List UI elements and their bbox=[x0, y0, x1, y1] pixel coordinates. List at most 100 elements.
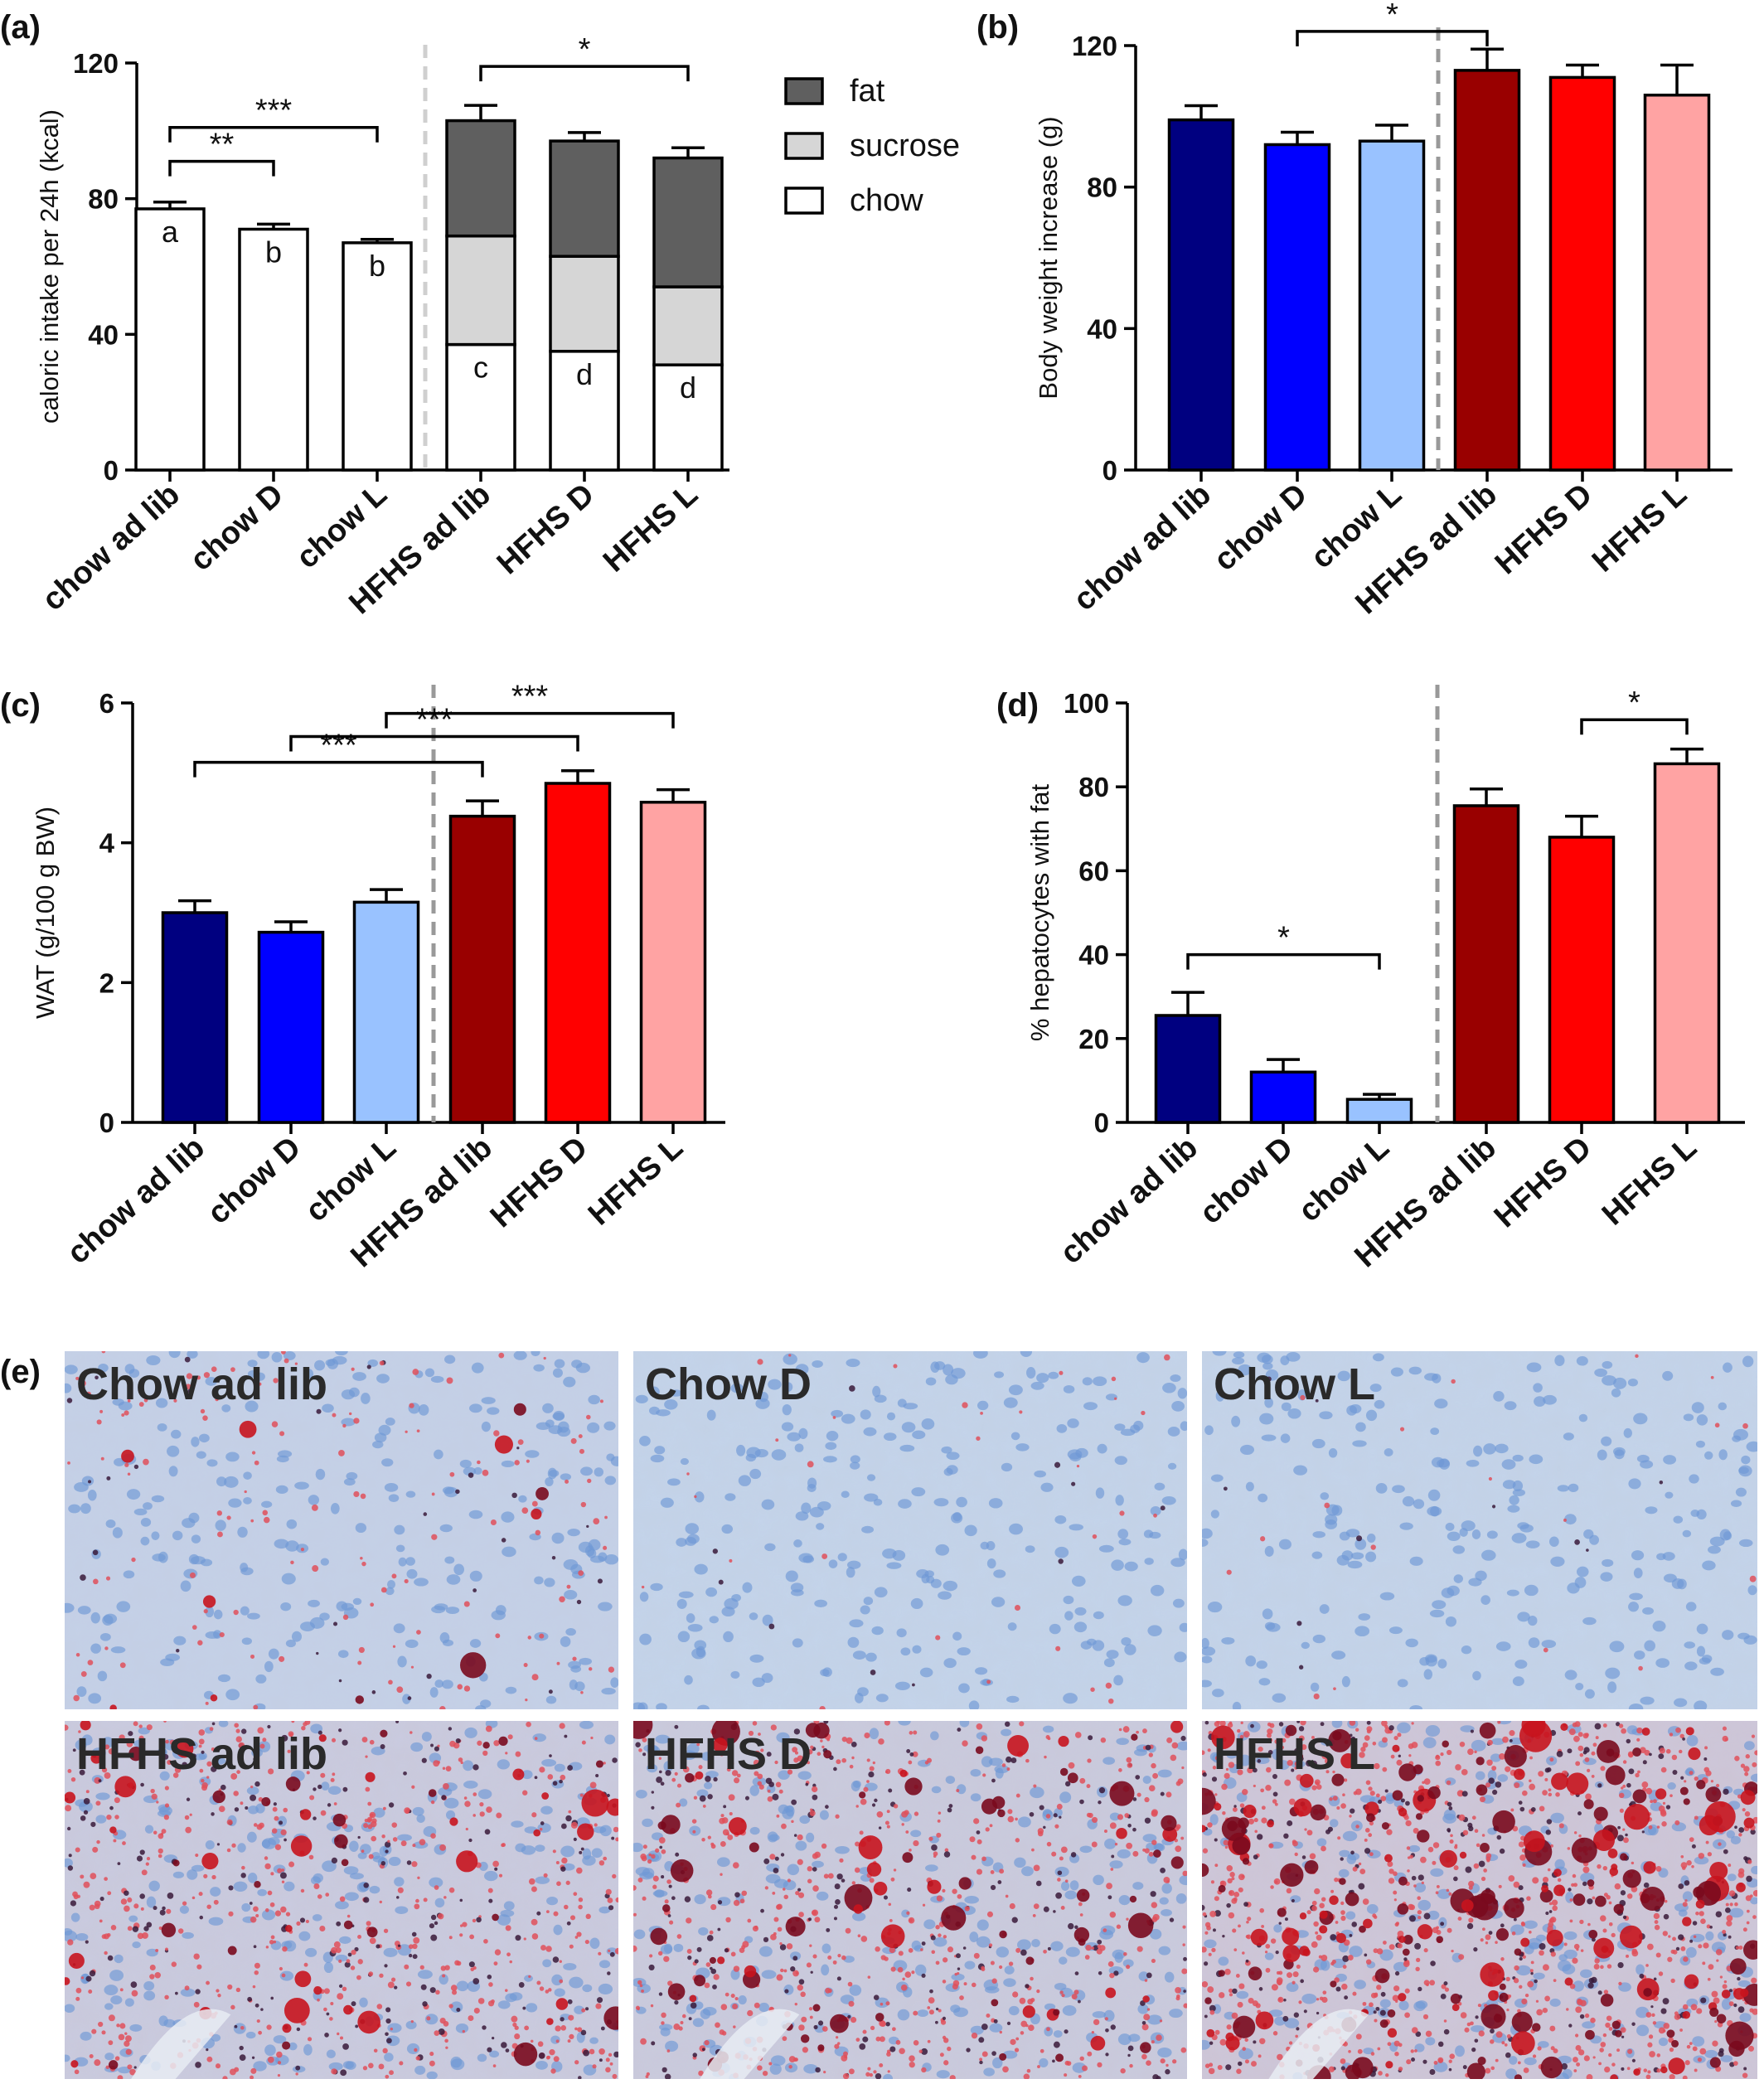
lipid-dot bbox=[715, 2022, 720, 2028]
nucleus bbox=[847, 1636, 860, 1648]
lipid-dot bbox=[1202, 1946, 1207, 1953]
lipid-dot bbox=[1682, 1737, 1685, 1741]
lipid-dot bbox=[506, 1952, 511, 1957]
lipid-dot bbox=[1368, 1833, 1373, 1838]
lipid-dot bbox=[1436, 1884, 1440, 1888]
lipid-dot bbox=[864, 1733, 870, 1739]
nucleus bbox=[394, 1877, 405, 1887]
lipid-dot bbox=[710, 1966, 713, 1970]
lipid-dot bbox=[1418, 1916, 1422, 1920]
lipid-dot bbox=[277, 2061, 282, 2065]
lipid-dot bbox=[1202, 1904, 1205, 1911]
lipid-dot bbox=[559, 1779, 563, 1784]
lipid-dot bbox=[216, 1843, 220, 1846]
nucleus bbox=[1366, 1904, 1379, 1914]
lipid-dot bbox=[1277, 2053, 1283, 2061]
nucleus bbox=[443, 1355, 456, 1364]
lipid-dot bbox=[1404, 2012, 1410, 2019]
lipid-dot bbox=[1283, 1833, 1289, 1839]
lipid-dot bbox=[290, 1753, 295, 1758]
nucleus bbox=[1202, 1539, 1209, 1547]
lipid-dot bbox=[1126, 1842, 1133, 1849]
lipid-dot bbox=[1146, 2060, 1151, 2066]
nucleus bbox=[1124, 1644, 1136, 1655]
lipid-dot bbox=[1250, 1747, 1255, 1752]
nucleus bbox=[1171, 1400, 1185, 1412]
lipid-droplet bbox=[904, 1777, 923, 1796]
lipid-dot bbox=[1376, 1985, 1382, 1990]
lipid-dot bbox=[1663, 1913, 1670, 1920]
lipid-dot bbox=[240, 1873, 246, 1878]
category-label: chow L bbox=[290, 477, 394, 575]
nucleus bbox=[563, 1962, 577, 1970]
panel-label-a: (a) bbox=[0, 9, 41, 46]
nucleus bbox=[1231, 1415, 1241, 1427]
lipid-dot bbox=[269, 1902, 275, 1907]
lipid-dot bbox=[884, 1956, 889, 1961]
lipid-dot bbox=[1518, 1885, 1524, 1891]
nucleus bbox=[102, 1615, 114, 1626]
lipid-dot bbox=[1514, 1965, 1519, 1971]
lipid-dot bbox=[1728, 2001, 1734, 2006]
lipid-dot bbox=[1365, 1959, 1372, 1965]
lipid-dot bbox=[522, 1790, 528, 1796]
significance-bracket bbox=[289, 734, 579, 752]
lipid-dot bbox=[1342, 1955, 1350, 1962]
significance-bracket bbox=[1296, 30, 1489, 46]
lipid-droplet bbox=[65, 1977, 70, 1985]
nucleus bbox=[864, 1493, 879, 1502]
nucleus bbox=[1212, 1351, 1227, 1356]
lipid-dot bbox=[611, 1836, 615, 1840]
lipid-dot bbox=[539, 1986, 545, 1991]
lipid-dot bbox=[342, 1739, 348, 1746]
nucleus bbox=[731, 1593, 741, 1602]
panel-label-b: (b) bbox=[976, 9, 1019, 46]
lipid-dot bbox=[1222, 1811, 1226, 1815]
lipid-dot bbox=[569, 2033, 574, 2040]
lipid-dot bbox=[1226, 1569, 1232, 1575]
lipid-dot bbox=[404, 1964, 410, 1970]
lipid-dot bbox=[333, 1621, 338, 1626]
nucleus bbox=[225, 1452, 240, 1462]
nucleus bbox=[802, 1555, 815, 1563]
lipid-dot bbox=[931, 1844, 938, 1851]
lipid-dot bbox=[351, 2001, 356, 2007]
lipid-dot bbox=[1362, 2001, 1367, 2006]
lipid-dot bbox=[1202, 1772, 1207, 1777]
lipid-droplet bbox=[285, 1776, 301, 1791]
lipid-dot bbox=[255, 1914, 259, 1918]
nucleus bbox=[1264, 1545, 1274, 1557]
nucleus bbox=[1114, 1456, 1127, 1466]
lipid-dot bbox=[640, 2038, 647, 2045]
lipid-dot bbox=[913, 1730, 918, 1735]
nucleus bbox=[557, 1421, 569, 1433]
nucleus bbox=[1172, 1598, 1185, 1608]
lipid-dot bbox=[430, 1743, 434, 1747]
nucleus bbox=[1071, 1575, 1086, 1587]
lipid-dot bbox=[132, 1926, 139, 1932]
lipid-dot bbox=[539, 1827, 543, 1831]
lipid-dot bbox=[1257, 1759, 1262, 1763]
lipid-dot bbox=[254, 1781, 260, 1787]
lipid-dot bbox=[581, 1740, 586, 1745]
nucleus bbox=[90, 1643, 101, 1654]
lipid-dot bbox=[311, 1504, 318, 1511]
lipid-dot bbox=[1689, 1837, 1694, 1842]
nucleus bbox=[1718, 1402, 1728, 1411]
lipid-dot bbox=[1340, 2058, 1346, 2064]
lipid-dot bbox=[1549, 2025, 1556, 2032]
lipid-dot bbox=[65, 1805, 72, 1812]
nucleus bbox=[253, 2061, 267, 2072]
lipid-dot bbox=[1183, 1956, 1187, 1961]
lipid-dot bbox=[704, 1982, 710, 1989]
lipid-dot bbox=[282, 1946, 288, 1952]
lipid-dot bbox=[196, 1964, 202, 1970]
nucleus bbox=[598, 1552, 608, 1562]
lipid-dot bbox=[67, 1939, 74, 1946]
lipid-dot bbox=[976, 1436, 981, 1441]
nucleus bbox=[339, 1936, 351, 1944]
nucleus bbox=[1689, 1474, 1699, 1484]
lipid-dot bbox=[1728, 1890, 1736, 1897]
lipid-dot bbox=[1032, 1913, 1036, 1917]
